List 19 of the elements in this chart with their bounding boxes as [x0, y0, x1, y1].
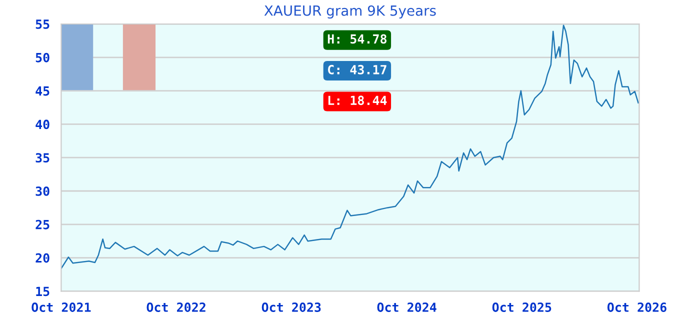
annotation: H: 54.78 [328, 34, 386, 44]
x-tick-label: Oct 2023 [262, 302, 321, 312]
y-tick-label: 25 [36, 220, 50, 230]
x-tick-label: Oct 2021 [32, 302, 91, 312]
y-tick-label: 50 [36, 52, 50, 62]
y-tick-label: 55 [36, 20, 50, 29]
annotation: L: 18.44 [328, 96, 387, 106]
y-tick-label: 20 [36, 253, 50, 263]
y-tick-label: 15 [36, 286, 50, 296]
x-tick-label: Oct 2026 [607, 302, 666, 312]
y-tick-label: 30 [36, 186, 50, 196]
y-tick-label: 45 [36, 86, 50, 96]
x-tick-label: Oct 2022 [146, 302, 206, 312]
annotation: C: 43.17 [328, 64, 386, 74]
x-tick-label: Oct 2025 [492, 302, 552, 312]
chart-title: XAUEUR gram 9K 5years [264, 5, 436, 19]
x-tick-label: Oct 2024 [377, 302, 436, 312]
y-tick-label: 35 [36, 153, 50, 163]
y-tick-label: 40 [36, 120, 50, 130]
